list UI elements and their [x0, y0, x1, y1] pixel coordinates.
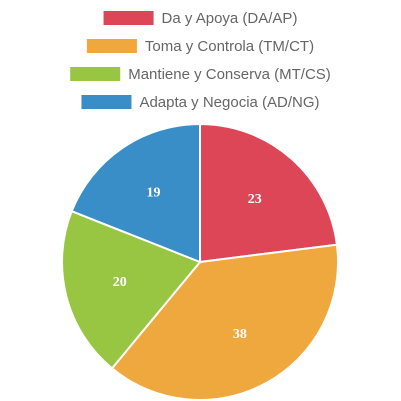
- legend-item: Toma y Controla (TM/CT): [86, 38, 314, 55]
- legend-label: Da y Apoya (DA/AP): [162, 10, 298, 27]
- legend-swatch: [103, 11, 154, 25]
- legend-item: Mantiene y Conserva (MT/CS): [70, 66, 331, 83]
- legend-label: Mantiene y Conserva (MT/CS): [128, 66, 331, 83]
- pie-slice: [70, 122, 201, 264]
- pie-slice: [61, 209, 202, 370]
- legend-label: Toma y Controla (TM/CT): [145, 38, 314, 55]
- data-label: 23: [248, 192, 262, 207]
- pie-slice: [110, 243, 339, 401]
- legend-label: Adapta y Negocia (AD/NG): [139, 94, 319, 111]
- legend-item: Adapta y Negocia (AD/NG): [81, 94, 320, 111]
- legend-swatch: [81, 95, 132, 109]
- pie-slice: [199, 122, 339, 264]
- data-label: 19: [146, 186, 160, 201]
- data-label: 20: [113, 275, 127, 290]
- legend-swatch: [70, 67, 121, 81]
- data-label: 38: [233, 327, 247, 342]
- legend-swatch: [86, 39, 137, 53]
- legend-item: Da y Apoya (DA/AP): [103, 10, 298, 27]
